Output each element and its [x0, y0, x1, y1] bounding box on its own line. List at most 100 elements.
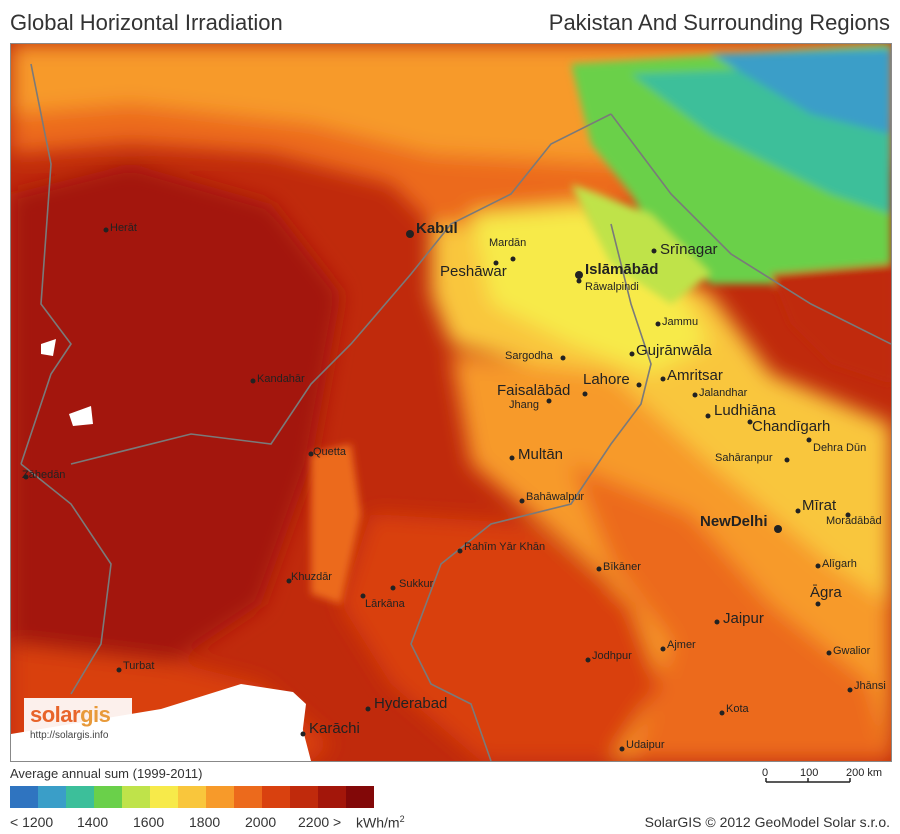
unit-superscript: 2 — [399, 814, 405, 824]
city-label: Jammu — [662, 316, 699, 328]
city-label: Quetta — [313, 446, 347, 458]
city-marker[interactable] — [826, 650, 832, 656]
city-marker[interactable] — [365, 706, 371, 712]
city-marker[interactable] — [457, 548, 463, 554]
legend-swatch-1 — [38, 786, 66, 808]
city-marker[interactable] — [560, 355, 566, 361]
city-marker[interactable] — [655, 321, 661, 327]
city-label: Jaipur — [723, 610, 764, 627]
city-marker[interactable] — [300, 731, 306, 737]
city-label: NewDelhi — [700, 513, 768, 530]
city-marker[interactable] — [23, 474, 29, 480]
country-borders — [20, 63, 891, 761]
legend-label-2: 1600 — [133, 814, 165, 830]
map-svg — [11, 44, 891, 761]
city-marker[interactable] — [629, 351, 635, 357]
city-label: Khuzdār — [291, 571, 332, 583]
city-label: Gujrānwāla — [636, 342, 712, 359]
city-label: Rahīm Yār Khān — [464, 541, 546, 553]
city-label: Bahāwalpur — [526, 491, 585, 503]
city-marker[interactable] — [774, 525, 782, 533]
unit-text: kWh/m — [356, 814, 400, 831]
city-marker[interactable] — [286, 578, 292, 584]
city-label: Mardān — [489, 237, 527, 249]
city-label: Gwalior — [833, 645, 871, 657]
city-label: Jodhpur — [592, 650, 632, 662]
city-marker[interactable] — [576, 278, 582, 284]
irradiation-map[interactable] — [10, 43, 892, 762]
city-marker[interactable] — [519, 498, 525, 504]
scale-bar: 0 100 200 km — [762, 766, 892, 786]
legend-color-bar — [10, 786, 374, 808]
city-marker[interactable] — [847, 687, 853, 693]
city-marker[interactable] — [714, 619, 720, 625]
city-marker[interactable] — [795, 508, 801, 514]
city-marker[interactable] — [250, 378, 256, 384]
city-label: Karāchi — [309, 720, 360, 737]
city-label: Bīkāner — [603, 561, 641, 573]
city-marker[interactable] — [585, 657, 591, 663]
city-marker[interactable] — [575, 271, 583, 279]
city-marker[interactable] — [845, 512, 851, 518]
city-label: Jhang — [509, 399, 539, 411]
city-marker[interactable] — [636, 382, 642, 388]
legend-swatch-5 — [150, 786, 178, 808]
city-marker[interactable] — [509, 455, 515, 461]
city-label: Ajmer — [667, 639, 696, 651]
city-label: Kabul — [416, 220, 458, 237]
legend-swatch-2 — [66, 786, 94, 808]
city-label: Morādābād — [826, 515, 882, 527]
city-label: Lārkāna — [365, 598, 405, 610]
city-marker[interactable] — [815, 601, 821, 607]
city-marker[interactable] — [815, 563, 821, 569]
city-label: Rāwalpindi — [585, 281, 639, 293]
city-label: Srīnagar — [660, 241, 718, 258]
city-marker[interactable] — [660, 646, 666, 652]
city-marker[interactable] — [510, 256, 516, 262]
city-marker[interactable] — [806, 437, 812, 443]
solargis-logo[interactable]: solargis http://solargis.info — [24, 698, 132, 746]
city-label: Udaipur — [626, 739, 665, 751]
city-marker[interactable] — [103, 227, 109, 233]
city-marker[interactable] — [116, 667, 122, 673]
border-iran-pakistan — [20, 463, 112, 695]
legend-swatch-0 — [10, 786, 38, 808]
city-label: Mīrat — [802, 497, 837, 514]
map-title: Global Horizontal Irradiation — [10, 10, 283, 35]
city-label: Amritsar — [667, 367, 723, 384]
city-marker[interactable] — [692, 392, 698, 398]
city-marker[interactable] — [784, 457, 790, 463]
city-marker[interactable] — [546, 398, 552, 404]
city-marker[interactable] — [619, 746, 625, 752]
city-label: Turbat — [123, 660, 155, 672]
city-label: Islāmābād — [585, 261, 659, 278]
legend-swatch-7 — [206, 786, 234, 808]
legend-swatch-8 — [234, 786, 262, 808]
city-marker[interactable] — [493, 260, 499, 266]
city-marker[interactable] — [747, 419, 753, 425]
sea-inlet — [291, 692, 311, 761]
city-marker[interactable] — [390, 585, 396, 591]
city-label: Peshāwar — [440, 263, 507, 280]
zone-punjab-lightyellow — [471, 204, 711, 374]
city-label: Zāhedān — [22, 469, 66, 481]
city-label: Lahore — [583, 371, 630, 388]
zone-thar-red — [341, 514, 661, 761]
city-marker[interactable] — [596, 566, 602, 572]
solargis-wordmark: solargis — [30, 702, 111, 728]
zone-ladakh-red — [771, 264, 891, 384]
city-label: Sukkur — [399, 578, 434, 590]
legend-label-3: 1800 — [189, 814, 221, 830]
city-marker[interactable] — [582, 391, 588, 397]
city-marker[interactable] — [360, 593, 366, 599]
city-marker[interactable] — [719, 710, 725, 716]
city-marker[interactable] — [406, 230, 414, 238]
city-marker[interactable] — [705, 413, 711, 419]
city-marker[interactable] — [660, 376, 666, 382]
city-label: Kandahār — [257, 373, 305, 385]
city-marker[interactable] — [651, 248, 657, 254]
border-afghan-pakistan — [70, 113, 612, 465]
logo-url[interactable]: http://solargis.info — [30, 730, 109, 741]
city-marker[interactable] — [308, 451, 314, 457]
zone-himalaya-lime — [571, 184, 711, 304]
